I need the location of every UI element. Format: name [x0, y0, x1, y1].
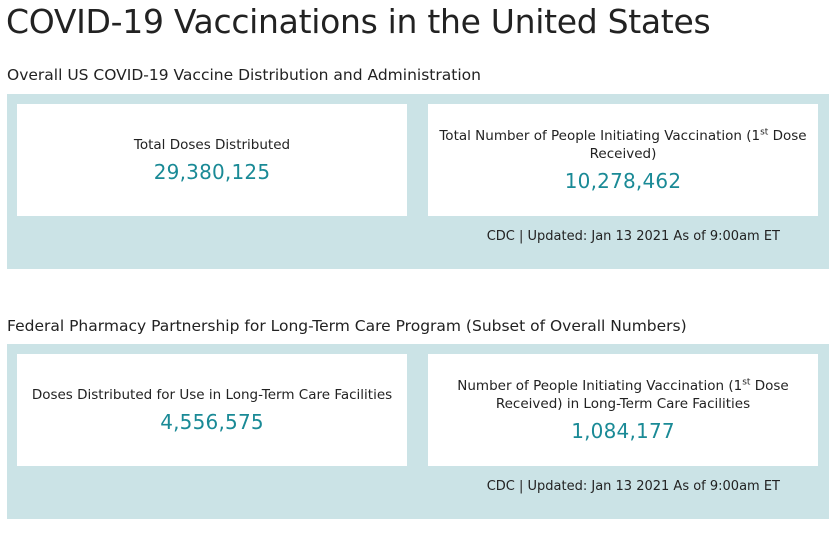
- card-label: Number of People Initiating Vaccination …: [457, 377, 789, 412]
- source-footer: CDC | Updated: Jan 13 2021 As of 9:00am …: [486, 229, 780, 244]
- section-title-ltc: Federal Pharmacy Partnership for Long-Te…: [7, 317, 687, 335]
- card-label: Total Doses Distributed: [133, 137, 291, 153]
- card-people-initiating-vaccination: Total Number of People Initiating Vaccin…: [428, 104, 818, 216]
- card-label: Doses Distributed for Use in Long-Term C…: [31, 387, 393, 403]
- source-footer: CDC | Updated: Jan 13 2021 As of 9:00am …: [486, 479, 780, 494]
- card-value: 1,084,177: [571, 419, 675, 443]
- page-title: COVID-19 Vaccinations in the United Stat…: [6, 2, 711, 41]
- card-value: 10,278,462: [564, 169, 682, 193]
- card-ltc-doses-distributed: Doses Distributed for Use in Long-Term C…: [17, 354, 407, 466]
- panel-ltc: Doses Distributed for Use in Long-Term C…: [7, 344, 829, 519]
- card-value: 29,380,125: [153, 160, 271, 184]
- card-label: Total Number of People Initiating Vaccin…: [439, 127, 807, 162]
- card-value: 4,556,575: [160, 410, 264, 434]
- card-total-doses-distributed: Total Doses Distributed 29,380,125: [17, 104, 407, 216]
- panel-overall: Total Doses Distributed 29,380,125 Total…: [7, 94, 829, 269]
- card-ltc-people-initiating-vaccination: Number of People Initiating Vaccination …: [428, 354, 818, 466]
- section-title-overall: Overall US COVID-19 Vaccine Distribution…: [7, 66, 481, 84]
